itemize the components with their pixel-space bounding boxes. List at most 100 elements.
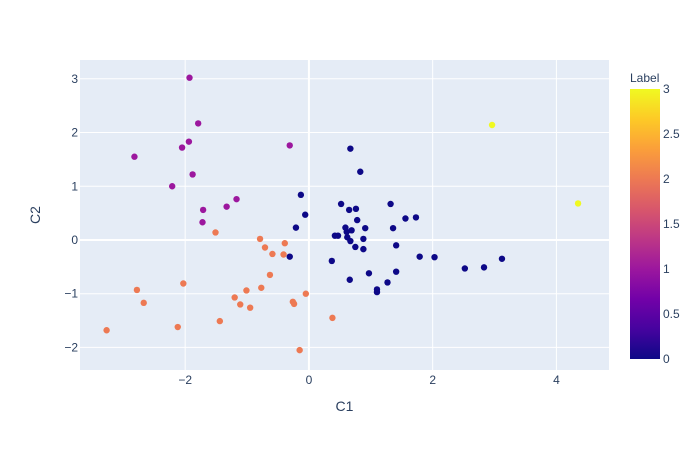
- data-point: [345, 206, 353, 214]
- grid-lines: [80, 60, 609, 370]
- data-point: [212, 229, 219, 236]
- x-axis-title: C1: [336, 398, 354, 414]
- data-point: [402, 215, 409, 222]
- plot-background: [80, 60, 609, 370]
- data-point: [353, 216, 361, 224]
- data-point: [412, 214, 420, 221]
- x-tick-label: 2: [429, 373, 436, 387]
- data-point: [180, 280, 187, 287]
- data-point: [231, 294, 238, 301]
- data-point: [286, 142, 293, 149]
- data-point: [352, 243, 359, 251]
- data-point: [343, 228, 350, 236]
- data-point: [362, 224, 369, 232]
- data-point: [223, 203, 230, 210]
- data-point: [258, 284, 265, 291]
- data-point: [461, 265, 469, 272]
- y-tick-label: −1: [64, 287, 78, 301]
- data-point: [498, 255, 506, 262]
- data-point: [488, 121, 496, 129]
- y-tick-label: 3: [71, 72, 78, 86]
- y-tick-label: 2: [71, 126, 78, 140]
- data-point: [237, 301, 244, 308]
- data-point: [296, 346, 303, 354]
- y-tick-labels: −2 −1 0 1 2 3: [64, 72, 78, 355]
- data-point: [269, 250, 276, 258]
- data-point: [140, 299, 147, 307]
- colorbar-tick-label: 0.5: [663, 307, 680, 321]
- data-point: [297, 191, 305, 199]
- data-point: [261, 244, 269, 251]
- colorbar-tick-label: 3: [663, 82, 670, 96]
- data-point: [266, 271, 274, 279]
- y-tick-label: 0: [71, 233, 78, 247]
- colorbar-tick-label: 2.5: [663, 127, 680, 141]
- data-point: [185, 138, 193, 145]
- y-axis-title: C2: [27, 206, 43, 224]
- data-point: [133, 286, 141, 294]
- data-point: [392, 242, 400, 249]
- x-tick-labels: −2 0 2 4: [178, 373, 560, 387]
- data-point: [256, 235, 264, 243]
- x-tick-label: 0: [306, 373, 313, 387]
- colorbar-gradient: [630, 89, 660, 359]
- data-point: [246, 304, 254, 311]
- data-point: [178, 144, 186, 151]
- colorbar-tick-label: 1.5: [663, 217, 680, 231]
- data-point: [243, 287, 250, 294]
- y-tick-label: 1: [71, 179, 78, 193]
- data-point: [281, 240, 288, 247]
- data-point: [431, 253, 438, 261]
- data-point: [346, 276, 353, 283]
- data-point: [392, 268, 400, 275]
- data-point: [334, 232, 342, 239]
- data-point: [389, 224, 397, 232]
- colorbar: Label 0 0.5 1 1.5 2 2.5 3: [630, 71, 680, 366]
- data-point: [103, 327, 110, 334]
- data-point: [280, 251, 287, 258]
- data-point: [337, 200, 345, 208]
- data-point: [384, 279, 391, 286]
- data-point: [292, 224, 300, 231]
- data-point: [360, 245, 367, 253]
- data-point: [199, 206, 207, 214]
- data-point: [233, 195, 240, 203]
- data-point: [199, 219, 206, 226]
- data-point: [194, 120, 202, 127]
- data-points: [103, 74, 582, 354]
- data-point: [302, 290, 310, 297]
- data-point: [352, 205, 360, 213]
- data-point: [216, 317, 224, 325]
- data-point: [357, 168, 364, 175]
- data-point: [348, 227, 355, 234]
- data-point: [480, 264, 488, 271]
- data-point: [186, 74, 193, 81]
- data-point: [290, 300, 298, 308]
- data-point: [574, 200, 582, 207]
- x-tick-label: 4: [553, 373, 560, 387]
- data-point: [286, 253, 293, 260]
- data-point: [174, 323, 181, 331]
- colorbar-title: Label: [630, 71, 659, 85]
- data-point: [328, 257, 336, 265]
- data-point: [365, 270, 373, 277]
- data-point: [302, 211, 309, 218]
- x-tick-label: −2: [178, 373, 192, 387]
- colorbar-tick-label: 0: [663, 352, 670, 366]
- data-point: [168, 183, 176, 190]
- data-point: [347, 145, 354, 152]
- data-point: [360, 235, 367, 243]
- data-point: [189, 171, 196, 178]
- data-point: [373, 288, 381, 296]
- colorbar-tick-label: 1: [663, 262, 670, 276]
- colorbar-tick-label: 2: [663, 172, 670, 186]
- y-tick-label: −2: [64, 340, 78, 354]
- data-point: [416, 253, 423, 260]
- data-point: [387, 200, 394, 208]
- data-point: [347, 237, 354, 245]
- data-point: [329, 314, 336, 322]
- data-point: [131, 153, 138, 160]
- colorbar-tick-labels: 0 0.5 1 1.5 2 2.5 3: [663, 82, 680, 366]
